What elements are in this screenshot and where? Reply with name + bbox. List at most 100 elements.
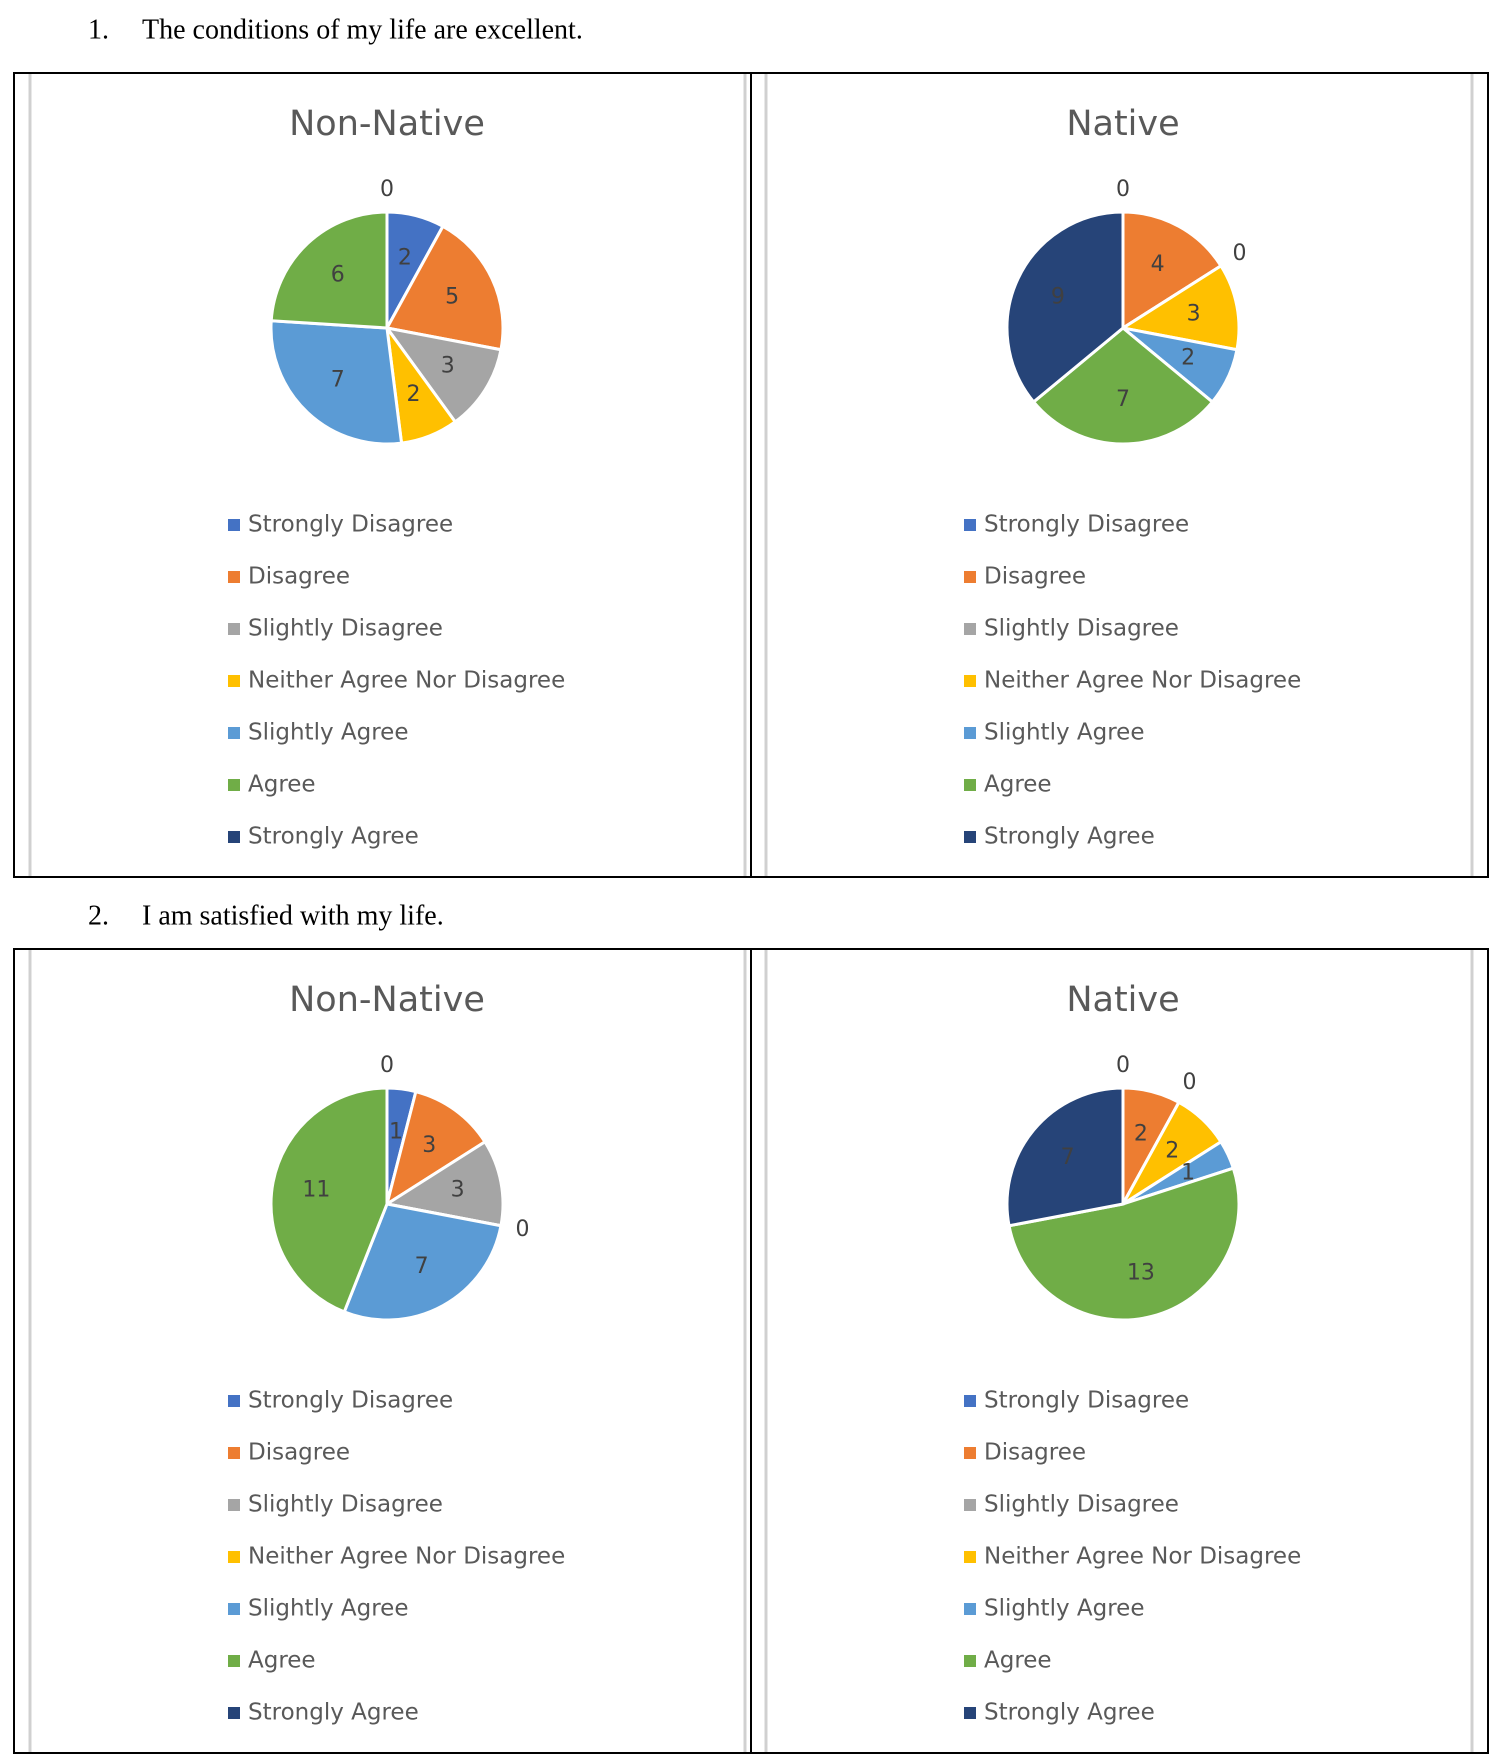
pie-slice: [1121, 210, 1224, 331]
data-label: 7: [1116, 387, 1130, 412]
pie-slice: [1007, 1166, 1241, 1322]
legend-label: Agree: [984, 772, 1052, 798]
data-label: 6: [331, 263, 345, 288]
data-label: 0: [1182, 1070, 1196, 1095]
data-label: 1: [1181, 1160, 1195, 1185]
legend-marker: [964, 675, 976, 687]
legend-marker: [964, 519, 976, 531]
legend-marker: [228, 831, 240, 843]
data-label: 3: [1187, 302, 1201, 327]
data-label: 2: [1134, 1121, 1148, 1146]
legend-label: Slightly Agree: [984, 720, 1144, 746]
legend-marker: [228, 1655, 240, 1667]
data-label: 7: [415, 1254, 429, 1279]
legend-marker: [964, 623, 976, 635]
data-label: 1: [389, 1120, 403, 1145]
legend-marker: [964, 1447, 976, 1459]
legend-marker: [228, 727, 240, 739]
data-label: 2: [1165, 1139, 1179, 1164]
pie-slice: [1005, 210, 1125, 405]
data-label: 2: [1181, 346, 1195, 371]
legend-label: Disagree: [248, 1440, 350, 1466]
legend-label: Agree: [984, 1648, 1052, 1674]
table-frame: [13, 72, 1489, 1754]
legend-label: Slightly Disagree: [248, 1492, 443, 1518]
data-label: 0: [380, 1053, 394, 1078]
legend-label: Strongly Agree: [248, 1700, 419, 1726]
pie-slice: [1031, 326, 1215, 446]
legend-marker: [964, 1551, 976, 1563]
pie-slice: [383, 325, 503, 424]
chart-title: Non-Native: [289, 980, 485, 1020]
question-text: I am satisfied with my life.: [142, 900, 444, 931]
legend-label: Slightly Agree: [248, 1596, 408, 1622]
legend-label: Strongly Agree: [984, 824, 1155, 850]
data-label: 9: [1051, 284, 1065, 309]
legend-label: Agree: [248, 1648, 316, 1674]
data-label: 0: [1116, 1053, 1130, 1078]
data-label: 0: [1233, 241, 1247, 266]
legend-marker: [228, 571, 240, 583]
legend-marker: [964, 1603, 976, 1615]
legend-label: Disagree: [984, 1440, 1086, 1466]
legend-label: Slightly Disagree: [984, 1492, 1179, 1518]
question-number: 1.: [88, 14, 109, 45]
data-label: 13: [1127, 1261, 1155, 1286]
data-label: 0: [1116, 177, 1130, 202]
legend-label: Neither Agree Nor Disagree: [248, 1544, 565, 1570]
legend-marker: [228, 1603, 240, 1615]
pie-slice: [382, 1139, 505, 1228]
legend-label: Strongly Disagree: [248, 1388, 453, 1414]
legend-label: Slightly Agree: [248, 720, 408, 746]
data-label: 0: [380, 177, 394, 202]
pie-slice: [1118, 263, 1241, 352]
data-label: 4: [1151, 252, 1165, 277]
pie-slice: [269, 210, 389, 330]
pie-slice: [269, 1086, 389, 1314]
legend-marker: [964, 727, 976, 739]
legend-marker: [964, 1707, 976, 1719]
data-label: 7: [1061, 1145, 1075, 1170]
legend-label: Agree: [248, 772, 316, 798]
legend-label: Slightly Agree: [984, 1596, 1144, 1622]
pie-slice: [342, 1202, 503, 1322]
legend-marker: [964, 831, 976, 843]
legend-label: Neither Agree Nor Disagree: [248, 668, 565, 694]
legend-label: Neither Agree Nor Disagree: [984, 1544, 1301, 1570]
legend-marker: [228, 623, 240, 635]
legend-label: Slightly Disagree: [248, 616, 443, 642]
data-label: 2: [398, 245, 412, 270]
legend-marker: [964, 1499, 976, 1511]
data-label: 0: [516, 1217, 530, 1242]
legend-label: Strongly Disagree: [248, 512, 453, 538]
legend-label: Strongly Disagree: [984, 1388, 1189, 1414]
legend-label: Slightly Disagree: [984, 616, 1179, 642]
legend-marker: [964, 571, 976, 583]
legend-label: Neither Agree Nor Disagree: [984, 668, 1301, 694]
legend-marker: [228, 1551, 240, 1563]
chart-title: Native: [1066, 104, 1179, 144]
pie-slice: [384, 1089, 488, 1208]
legend-marker: [228, 1707, 240, 1719]
legend-marker: [228, 519, 240, 531]
data-label: 3: [422, 1133, 436, 1158]
data-label: 3: [441, 354, 455, 379]
legend-label: Disagree: [248, 564, 350, 590]
data-label: 5: [445, 284, 459, 309]
pie-slice: [269, 319, 404, 446]
legend-label: Strongly Agree: [984, 1700, 1155, 1726]
legend-marker: [964, 1395, 976, 1407]
legend-marker: [228, 1499, 240, 1511]
question-number: 2.: [88, 900, 109, 931]
question-text: The conditions of my life are excellent.: [142, 14, 583, 45]
data-label: 3: [451, 1178, 465, 1203]
pie-slice: [384, 224, 505, 352]
data-label: 7: [331, 367, 345, 392]
data-label: 2: [406, 382, 420, 407]
pie-slice: [1005, 1086, 1125, 1228]
legend-marker: [964, 1655, 976, 1667]
legend-marker: [228, 1447, 240, 1459]
legend-marker: [228, 1395, 240, 1407]
legend-label: Disagree: [984, 564, 1086, 590]
